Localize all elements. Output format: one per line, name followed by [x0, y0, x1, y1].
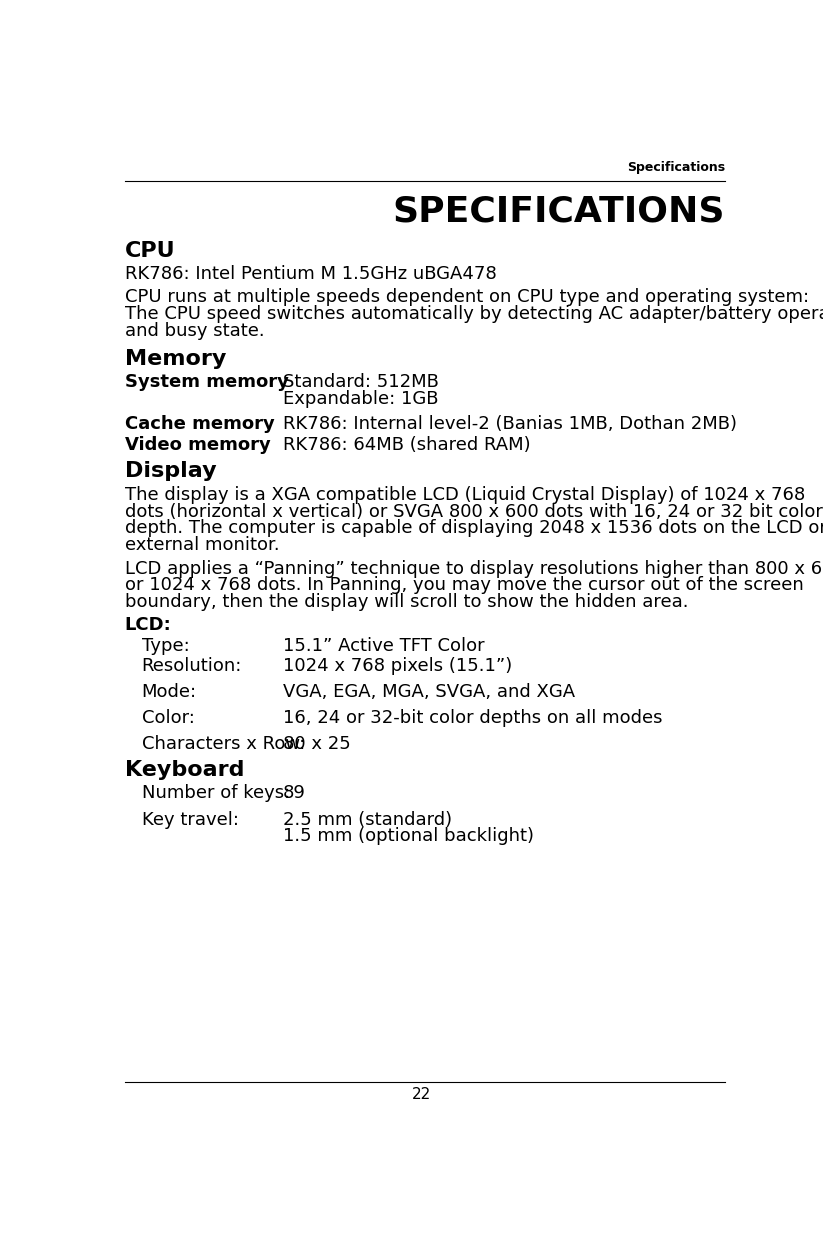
Text: Specifications: Specifications	[627, 161, 725, 174]
Text: external monitor.: external monitor.	[124, 536, 279, 555]
Text: 1024 x 768 pixels (15.1”): 1024 x 768 pixels (15.1”)	[282, 657, 512, 674]
Text: 80 x 25: 80 x 25	[282, 736, 351, 753]
Text: Video memory: Video memory	[124, 436, 270, 455]
Text: Keyboard: Keyboard	[124, 759, 244, 779]
Text: depth. The computer is capable of displaying 2048 x 1536 dots on the LCD or: depth. The computer is capable of displa…	[124, 520, 823, 537]
Text: System memory: System memory	[124, 373, 288, 391]
Text: 16, 24 or 32-bit color depths on all modes: 16, 24 or 32-bit color depths on all mod…	[282, 709, 663, 727]
Text: 89: 89	[282, 784, 305, 802]
Text: Number of keys:: Number of keys:	[142, 784, 290, 802]
Text: Color:: Color:	[142, 709, 194, 727]
Text: CPU runs at multiple speeds dependent on CPU type and operating system:: CPU runs at multiple speeds dependent on…	[124, 289, 809, 306]
Text: dots (horizontal x vertical) or SVGA 800 x 600 dots with 16, 24 or 32 bit color: dots (horizontal x vertical) or SVGA 800…	[124, 502, 822, 521]
Text: CPU: CPU	[124, 241, 175, 261]
Text: Mode:: Mode:	[142, 683, 197, 701]
Text: or 1024 x 768 dots. In Panning, you may move the cursor out of the screen: or 1024 x 768 dots. In Panning, you may …	[124, 577, 803, 595]
Text: Display: Display	[124, 461, 216, 481]
Text: VGA, EGA, MGA, SVGA, and XGA: VGA, EGA, MGA, SVGA, and XGA	[282, 683, 574, 701]
Text: Memory: Memory	[124, 348, 226, 368]
Text: RK786: Intel Pentium M 1.5GHz uBGA478: RK786: Intel Pentium M 1.5GHz uBGA478	[124, 265, 496, 284]
Text: LCD:: LCD:	[124, 617, 171, 634]
Text: Expandable: 1GB: Expandable: 1GB	[282, 390, 438, 408]
Text: 22: 22	[412, 1088, 431, 1103]
Text: RK786: 64MB (shared RAM): RK786: 64MB (shared RAM)	[282, 436, 530, 455]
Text: Key travel:: Key travel:	[142, 811, 239, 828]
Text: Cache memory: Cache memory	[124, 415, 274, 432]
Text: 15.1” Active TFT Color: 15.1” Active TFT Color	[282, 637, 484, 654]
Text: Standard: 512MB: Standard: 512MB	[282, 373, 439, 391]
Text: 2.5 mm (standard): 2.5 mm (standard)	[282, 811, 452, 828]
Text: Characters x Row:: Characters x Row:	[142, 736, 305, 753]
Text: The CPU speed switches automatically by detecting AC adapter/battery operation: The CPU speed switches automatically by …	[124, 306, 823, 323]
Text: 1.5 mm (optional backlight): 1.5 mm (optional backlight)	[282, 828, 533, 846]
Text: The display is a XGA compatible LCD (Liquid Crystal Display) of 1024 x 768: The display is a XGA compatible LCD (Liq…	[124, 486, 805, 503]
Text: Type:: Type:	[142, 637, 189, 654]
Text: boundary, then the display will scroll to show the hidden area.: boundary, then the display will scroll t…	[124, 593, 688, 612]
Text: Resolution:: Resolution:	[142, 657, 242, 674]
Text: SPECIFICATIONS: SPECIFICATIONS	[393, 195, 725, 229]
Text: RK786: Internal level-2 (Banias 1MB, Dothan 2MB): RK786: Internal level-2 (Banias 1MB, Dot…	[282, 415, 737, 432]
Text: LCD applies a “Panning” technique to display resolutions higher than 800 x 600: LCD applies a “Panning” technique to dis…	[124, 560, 823, 577]
Text: and busy state.: and busy state.	[124, 322, 264, 341]
